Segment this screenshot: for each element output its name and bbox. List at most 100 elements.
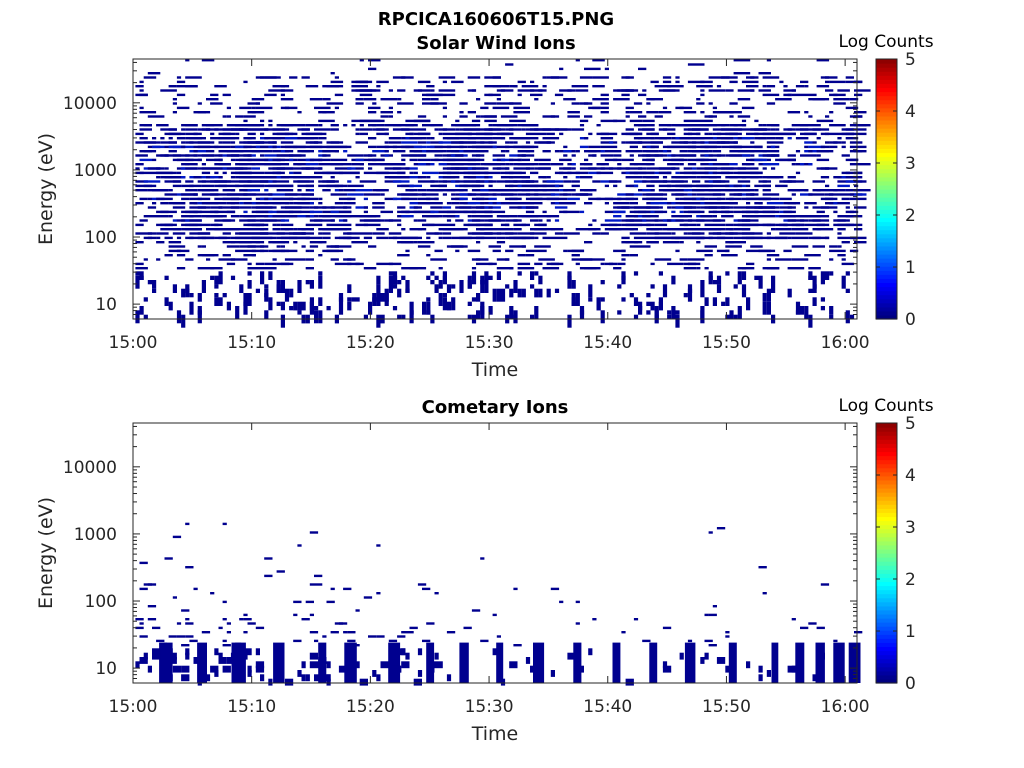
spectrogram-cell (654, 197, 663, 201)
spectrogram-cell (376, 228, 389, 231)
spectrogram-cell (309, 249, 314, 253)
spectrogram-cell (330, 80, 344, 84)
spectrogram-cell (492, 202, 497, 205)
spectrogram-cell (766, 670, 771, 677)
y-axis-label: Energy (eV) (35, 133, 57, 245)
spectrogram-cell (837, 219, 846, 222)
spectrogram-cell (588, 223, 593, 227)
spectrogram-cell (355, 167, 364, 170)
colorbar-segment (876, 99, 897, 105)
spectrogram-cell (820, 132, 830, 136)
spectrogram-cell (426, 223, 435, 227)
spectrogram-cell (201, 631, 211, 634)
spectrogram-cell (708, 271, 713, 285)
spectrogram-cell (492, 163, 506, 166)
spectrogram-cell (189, 197, 202, 201)
spectrogram-cell (521, 245, 526, 248)
spectrogram-cell (467, 171, 476, 175)
spectrogram-cell (667, 154, 676, 157)
spectrogram-cell (163, 642, 173, 683)
spectrogram-cell (625, 223, 643, 227)
spectrogram-cell (401, 76, 414, 79)
spectrogram-cell (368, 137, 377, 140)
spectrogram-cell (662, 228, 672, 231)
spectrogram-cell (833, 93, 838, 97)
spectrogram-cell (721, 254, 738, 257)
colorbar-segment (876, 306, 897, 312)
spectrogram-cell (210, 93, 219, 97)
spectrogram-cell (571, 254, 580, 257)
spectrogram-cell (392, 284, 398, 289)
spectrogram-cell (617, 197, 634, 201)
spectrogram-cell (467, 89, 476, 92)
spectrogram-cell (679, 150, 688, 153)
spectrogram-cell (380, 115, 389, 118)
spectrogram-cell (530, 93, 543, 97)
spectrogram-cell (575, 622, 580, 625)
spectrogram-cell (413, 145, 427, 149)
spectrogram-cell (704, 167, 717, 170)
spectrogram-cell (829, 124, 846, 127)
colorbar-tick-label: 5 (905, 50, 916, 70)
spectrogram-cell (546, 288, 551, 298)
spectrogram-cell (538, 219, 543, 222)
spectrogram-cell (658, 193, 668, 196)
spectrogram-cell (675, 219, 684, 222)
spectrogram-cell (629, 293, 634, 298)
spectrogram-cell (667, 228, 676, 231)
spectrogram-cell (409, 228, 422, 231)
spectrogram-cell (683, 184, 692, 188)
spectrogram-cell (284, 210, 294, 214)
spectrogram-cell (696, 206, 701, 209)
spectrogram-cell (355, 206, 368, 209)
spectrogram-cell (255, 193, 273, 196)
plot-area (133, 423, 857, 683)
spectrogram-cell (567, 171, 580, 175)
spectrogram-cell (397, 314, 402, 319)
spectrogram-cell (392, 665, 402, 673)
spectrogram-cell (762, 163, 780, 166)
colorbar-segment (876, 561, 897, 566)
spectrogram-cell (322, 232, 331, 235)
spectrogram-cell (334, 76, 339, 79)
spectrogram-cell (380, 210, 393, 214)
spectrogram-cell (222, 206, 236, 209)
spectrogram-cell (534, 306, 539, 319)
spectrogram-cell (845, 132, 850, 136)
spectrogram-cell (230, 206, 240, 209)
spectrogram-cell (193, 587, 198, 591)
spectrogram-cell (268, 678, 273, 686)
spectrogram-cell (741, 106, 755, 110)
spectrogram-cell (455, 128, 460, 131)
spectrogram-cell (401, 228, 406, 231)
spectrogram-cell (617, 262, 626, 266)
spectrogram-cell (509, 141, 514, 144)
spectrogram-cell (463, 210, 476, 214)
spectrogram-cell (368, 167, 373, 170)
spectrogram-cell (804, 85, 809, 88)
spectrogram-cell (708, 150, 713, 153)
spectrogram-cell (721, 301, 726, 306)
spectrogram-cell (318, 241, 327, 244)
spectrogram-cell (700, 89, 705, 92)
spectrogram-cell (413, 236, 418, 240)
spectrogram-cell (222, 232, 231, 235)
spectrogram-cell (667, 171, 672, 175)
spectrogram-cell (654, 232, 672, 235)
spectrogram-cell (214, 297, 219, 306)
spectrogram-cell (729, 163, 738, 166)
spectrogram-cell (816, 158, 830, 162)
spectrogram-cell (662, 189, 672, 192)
spectrogram-cell (280, 249, 298, 253)
spectrogram-cell (766, 223, 776, 227)
spectrogram-cell (430, 98, 439, 101)
spectrogram-cell (662, 284, 668, 298)
spectrogram-cell (854, 124, 871, 127)
spectrogram-cell (417, 670, 423, 677)
spectrogram-cell (235, 145, 240, 149)
spectrogram-cell (372, 293, 377, 306)
y-tick-label: 10 (95, 295, 117, 315)
spectrogram-cell (517, 271, 522, 276)
spectrogram-cell (397, 288, 402, 298)
spectrogram-cell (849, 158, 859, 162)
